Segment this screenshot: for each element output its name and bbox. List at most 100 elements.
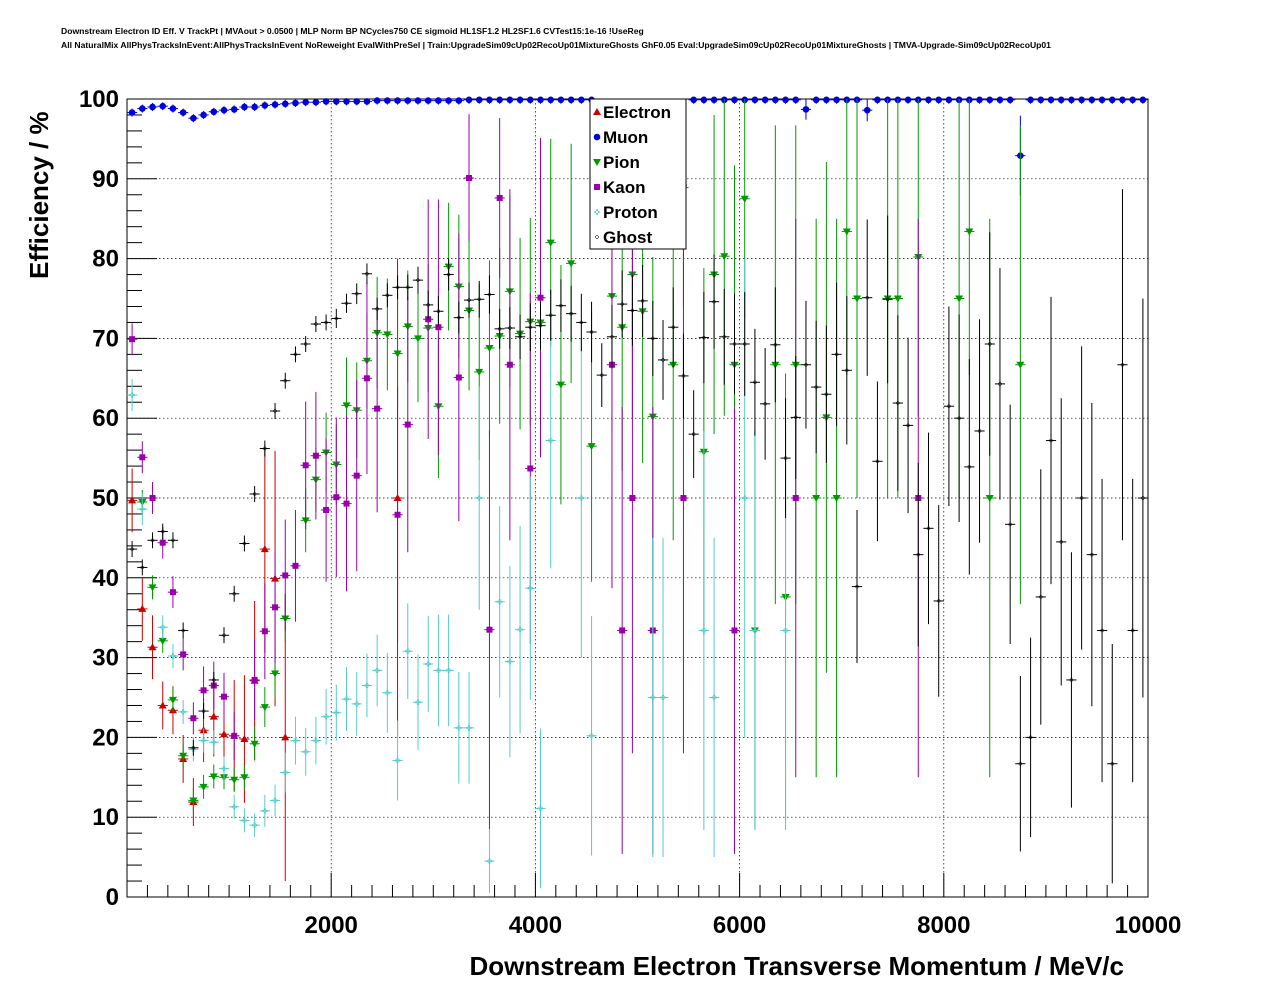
- data-point: [168, 696, 177, 704]
- data-point: [945, 96, 953, 104]
- y-tick-label: 30: [92, 645, 119, 672]
- y-tick-label: 100: [79, 86, 119, 113]
- legend-box: [589, 98, 687, 250]
- data-point: [516, 96, 524, 104]
- series-muon: [127, 96, 1148, 196]
- data-point: [740, 195, 749, 203]
- data-point: [323, 714, 329, 720]
- data-point: [486, 626, 493, 633]
- y-tick-label: 50: [92, 485, 119, 512]
- data-point: [588, 733, 595, 739]
- y-tick-label: 0: [106, 884, 119, 911]
- x-tick-label: 2000: [305, 912, 358, 939]
- data-point: [231, 732, 238, 739]
- y-tick-label: 20: [92, 724, 119, 751]
- legend-label-pion: Pion: [603, 153, 640, 172]
- data-point: [211, 739, 217, 745]
- data-point: [996, 96, 1004, 104]
- x-tick-label: 8000: [917, 912, 970, 939]
- data-point: [1027, 96, 1034, 104]
- data-point: [863, 106, 871, 114]
- axis-ticks: 2000 4000 6000 8000 10000 0 10 20 30 40 50 60 70 80 90…: [79, 86, 1181, 939]
- data-point: [1129, 96, 1136, 104]
- data-point: [526, 96, 534, 104]
- data-point: [772, 96, 779, 104]
- data-point: [986, 96, 994, 104]
- data-point: [567, 96, 575, 104]
- data-point: [1068, 96, 1075, 104]
- data-point: [476, 495, 482, 501]
- data-point: [752, 627, 758, 634]
- data-point: [312, 98, 320, 106]
- data-point: [394, 97, 401, 104]
- data-point: [158, 637, 167, 645]
- data-point: [292, 99, 299, 107]
- data-point: [302, 462, 309, 469]
- data-point: [445, 97, 452, 104]
- data-point: [180, 709, 186, 715]
- data-point: [302, 98, 309, 106]
- data-point: [260, 545, 269, 553]
- data-point: [792, 96, 800, 104]
- data-point: [557, 96, 565, 104]
- data-point: [456, 725, 462, 731]
- data-point: [904, 96, 912, 104]
- y-tick-label: 10: [92, 804, 119, 831]
- data-point: [548, 437, 554, 444]
- data-point: [761, 96, 769, 104]
- data-point: [282, 769, 288, 776]
- data-point: [148, 584, 157, 592]
- data-point: [200, 687, 207, 694]
- data-point: [200, 737, 207, 744]
- data-point: [1078, 96, 1085, 104]
- data-point: [292, 562, 299, 569]
- data-point: [629, 495, 636, 501]
- legend-label-electron: Electron: [603, 103, 671, 122]
- data-point: [373, 97, 381, 104]
- data-point: [578, 96, 585, 104]
- data-point: [219, 730, 228, 738]
- data-point: [853, 295, 862, 303]
- data-point: [690, 96, 697, 104]
- data-point: [893, 295, 902, 303]
- data-point: [507, 658, 513, 665]
- data-point: [404, 97, 412, 104]
- data-point: [955, 295, 964, 303]
- data-point: [384, 97, 391, 104]
- data-point: [251, 676, 258, 683]
- data-point: [742, 495, 748, 501]
- data-point: [240, 734, 249, 742]
- data-point: [1098, 96, 1106, 104]
- data-point: [537, 96, 544, 104]
- data-point: [435, 667, 442, 673]
- x-tick-label: 6000: [713, 912, 766, 939]
- data-point: [148, 643, 157, 651]
- data-point: [129, 392, 135, 398]
- data-point: [353, 98, 361, 105]
- data-point: [159, 102, 167, 110]
- data-point: [200, 111, 207, 119]
- data-point: [281, 100, 289, 108]
- data-point: [139, 105, 146, 112]
- data-point: [363, 375, 370, 382]
- data-point: [271, 101, 279, 108]
- data-point: [700, 96, 708, 104]
- data-point: [240, 774, 249, 782]
- data-point: [812, 96, 820, 104]
- data-point: [292, 737, 299, 744]
- data-point: [322, 98, 330, 105]
- data-point: [261, 102, 269, 109]
- data-point: [842, 228, 851, 236]
- data-point: [556, 381, 565, 389]
- data-point: [1016, 361, 1025, 369]
- data-point: [547, 96, 555, 104]
- data-point: [567, 260, 576, 268]
- data-point: [199, 783, 208, 791]
- data-point: [138, 604, 147, 612]
- data-point: [812, 495, 821, 502]
- data-point: [782, 627, 789, 634]
- data-point: [680, 495, 687, 501]
- data-point: [424, 97, 432, 104]
- grid-lines: [127, 99, 1148, 897]
- data-point: [578, 495, 584, 501]
